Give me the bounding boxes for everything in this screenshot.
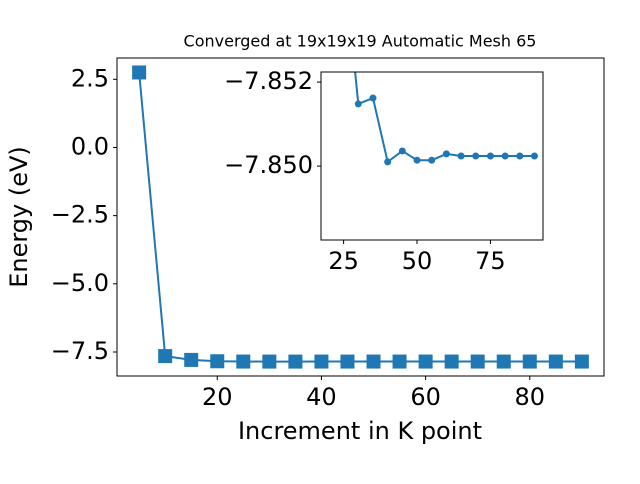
data-point [470,354,485,369]
y-tick-label: −7.850 [224,151,313,179]
data-point [132,65,147,80]
series-group [354,72,538,166]
data-point [398,147,406,155]
y-tick-label: 2.5 [71,64,109,92]
data-point [392,354,407,369]
data-point [366,354,381,369]
data-point [486,152,494,160]
data-point [501,152,509,160]
data-point [384,158,392,166]
y-tick-label: −2.5 [51,201,109,229]
data-point [354,100,362,108]
data-point [262,354,277,369]
x-tick-label: 60 [410,383,441,411]
data-point [369,94,377,102]
data-point [496,354,511,369]
x-axis-label: Increment in K point [238,417,482,445]
x-tick-label: 20 [202,383,233,411]
data-point [428,156,436,164]
chart-title: Converged at 19x19x19 Automatic Mesh 65 [184,32,537,51]
data-point [288,354,303,369]
data-point [184,352,199,367]
data-point [314,354,329,369]
y-tick-label: −7.5 [51,337,109,365]
data-point [418,354,433,369]
y-tick-label: −5.0 [51,269,109,297]
data-point [530,152,538,160]
axes-frame [320,71,544,241]
x-tick-label: 25 [328,247,359,275]
y-tick-label: 0.0 [71,132,109,160]
x-tick-label: 80 [515,383,546,411]
data-point [413,156,421,164]
series-group [132,65,589,369]
x-tick-label: 40 [306,383,337,411]
data-point [442,150,450,158]
data-point [340,354,355,369]
data-point [516,152,524,160]
data-point [210,354,225,369]
data-point [472,152,480,160]
data-point [548,354,563,369]
x-tick-label: 50 [402,247,433,275]
x-tick-label: 75 [475,247,506,275]
data-point [158,349,173,364]
data-point [457,152,465,160]
y-tick-label: −7.852 [224,67,313,95]
y-axis-label: Energy (eV) [5,146,33,288]
data-point [574,354,589,369]
axes-frame [116,57,605,377]
data-point [522,354,537,369]
data-point [444,354,459,369]
data-point [236,354,251,369]
